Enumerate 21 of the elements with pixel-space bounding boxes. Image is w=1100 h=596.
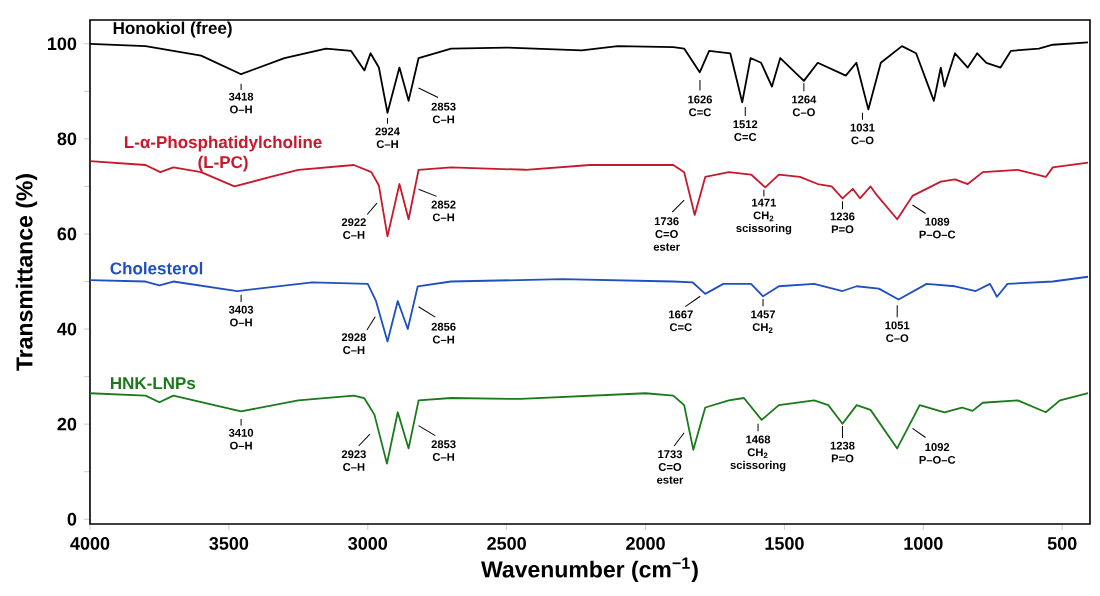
- x-tick-label: 2000: [626, 537, 665, 550]
- series-label: Cholesterol: [110, 261, 203, 275]
- y-tick-label: 20: [57, 417, 77, 431]
- y-tick-label: 80: [57, 132, 77, 146]
- x-axis-title: Wavenumber (cm$^{−1}$): [481, 557, 698, 583]
- series-label: L-α-Phosphatidylcholine (L-PC): [124, 135, 322, 172]
- x-tick-label: 4000: [70, 537, 110, 550]
- x-tick-label: 1500: [765, 537, 804, 550]
- series-label: HNK-LNPs: [110, 377, 196, 390]
- y-tick-label: 60: [57, 227, 77, 241]
- x-tick-label: 2500: [487, 537, 526, 550]
- y-tick-label: 40: [57, 322, 77, 336]
- y-axis-title: Transmittance (%): [15, 174, 38, 371]
- y-tick-label: 100: [48, 37, 77, 51]
- y-tick-label: 0: [67, 512, 77, 526]
- series-label: Honokiol (free): [113, 21, 232, 38]
- x-tick-label: 1000: [904, 537, 943, 550]
- line-series: [89, 275, 1089, 343]
- x-tick-label: 3500: [209, 537, 249, 550]
- x-tick-label: 500: [1047, 537, 1077, 550]
- x-tick-label: 3000: [348, 537, 388, 550]
